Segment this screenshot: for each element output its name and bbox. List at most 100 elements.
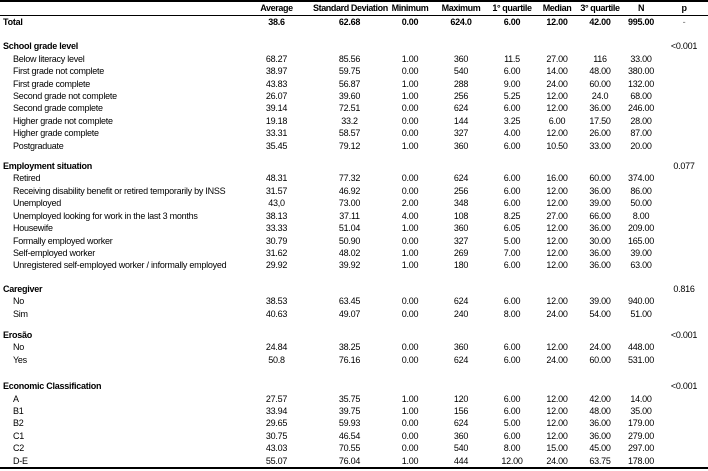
cell-average: 33.94	[265, 405, 288, 416]
column-header-p: p	[681, 3, 687, 13]
cell-p-value	[660, 455, 708, 468]
column-header-minimum: Minimum	[391, 3, 429, 13]
row-label: Receiving disability benefit or retired …	[13, 185, 226, 196]
cell-maximum: 360	[453, 223, 469, 234]
cell-n	[622, 283, 660, 295]
cell-average	[240, 380, 313, 392]
cell-n: 50.00	[630, 198, 652, 209]
spacer-cell	[0, 366, 708, 380]
column-header-third-quartile: 3° quartile	[580, 3, 620, 13]
cell-n: 995.00	[627, 17, 655, 27]
cell-p-value	[660, 53, 708, 65]
cell-maximum: 624.0	[450, 17, 472, 27]
cell-third-quartile: 36.00	[589, 418, 611, 429]
data-row: C2 43.03 70.55 0.00 540 8.00 15.00 45.00 297.00	[0, 442, 708, 454]
cell-minimum: 1.00	[401, 91, 419, 102]
cell-minimum: 0.00	[401, 430, 419, 441]
cell-median: 24.00	[546, 308, 568, 319]
table-body: Total 38.6 62.68 0.00 624.0 6.00 12.00 42.00 995…	[0, 16, 708, 469]
cell-n	[622, 329, 660, 341]
cell-first-quartile: 9.00	[503, 78, 521, 89]
cell-maximum: 269	[453, 247, 469, 258]
cell-third-quartile: 17.50	[589, 115, 611, 126]
cell-std-deviation: 56.87	[338, 78, 361, 89]
cell-n: 297.00	[627, 443, 655, 454]
cell-first-quartile: 6.00	[503, 430, 521, 441]
cell-median: 12.00	[546, 91, 568, 102]
cell-third-quartile: 36.00	[589, 430, 611, 441]
cell-average: 38.53	[265, 296, 288, 307]
data-row: No 24.84 38.25 0.00 360 6.00 12.00 24.00 448.00	[0, 341, 708, 353]
cell-maximum: 624	[453, 296, 469, 307]
cell-p-value: <0.001	[670, 381, 698, 392]
cell-first-quartile: 6.00	[503, 260, 521, 271]
cell-third-quartile: 42.00	[589, 393, 611, 404]
spacer-cell	[0, 152, 708, 160]
cell-n	[622, 160, 660, 172]
row-label: C2	[13, 443, 25, 454]
cell-first-quartile	[488, 283, 536, 295]
cell-n	[622, 40, 660, 52]
cell-third-quartile: 45.00	[589, 443, 611, 454]
data-row: Self-employed worker 31.62 48.02 1.00 269 7.0…	[0, 247, 708, 259]
row-label: First grade complete	[13, 78, 91, 89]
row-label: Higher grade not complete	[13, 115, 113, 126]
cell-maximum: 624	[453, 354, 469, 365]
cell-p-value	[660, 140, 708, 152]
cell-minimum	[386, 380, 434, 392]
cell-p-value	[660, 222, 708, 234]
row-label: Housewife	[13, 223, 53, 234]
cell-minimum: 1.00	[401, 140, 419, 151]
cell-third-quartile: 36.00	[589, 185, 611, 196]
cell-first-quartile: 6.00	[503, 103, 521, 114]
column-header-average: Average	[260, 3, 293, 13]
spacer-row	[0, 366, 708, 380]
cell-p-value	[660, 102, 708, 114]
cell-third-quartile	[578, 380, 622, 392]
cell-median	[536, 283, 578, 295]
cell-std-deviation: 48.02	[338, 247, 361, 258]
cell-average: 43.83	[265, 78, 288, 89]
cell-average: 33.31	[265, 128, 288, 139]
cell-third-quartile: 48.00	[589, 66, 611, 77]
cell-average: 38.6	[268, 17, 285, 27]
cell-first-quartile	[488, 160, 536, 172]
cell-first-quartile	[488, 329, 536, 341]
cell-maximum: 360	[453, 430, 469, 441]
cell-std-deviation: 39.75	[338, 405, 361, 416]
cell-n: 178.00	[627, 455, 655, 466]
cell-minimum: 0.00	[401, 17, 419, 27]
cell-third-quartile: 30.00	[589, 235, 611, 246]
cell-n: 35.00	[630, 405, 652, 416]
cell-std-deviation: 37.11	[339, 210, 360, 221]
cell-average: 68.27	[265, 53, 288, 64]
cell-first-quartile: 5.00	[503, 235, 521, 246]
row-label: First grade not complete	[13, 66, 105, 77]
cell-third-quartile	[578, 329, 622, 341]
row-label: Second grade not complete	[13, 91, 117, 102]
cell-minimum: 0.00	[401, 418, 419, 429]
cell-third-quartile: 24.0	[591, 91, 609, 102]
cell-minimum: 0.00	[401, 128, 419, 139]
cell-first-quartile: 6.00	[503, 185, 521, 196]
cell-p-value	[660, 295, 708, 307]
cell-average: 50.8	[268, 354, 285, 365]
cell-median: 15.00	[546, 443, 568, 454]
cell-first-quartile: 5.25	[503, 91, 521, 102]
cell-first-quartile: 11.5	[504, 53, 520, 64]
cell-third-quartile: 54.00	[589, 308, 611, 319]
row-label: B2	[13, 418, 24, 429]
cell-first-quartile	[488, 40, 536, 52]
cell-median	[536, 329, 578, 341]
cell-first-quartile: 6.00	[503, 66, 521, 77]
cell-third-quartile	[578, 40, 622, 52]
cell-std-deviation: 73.00	[338, 198, 361, 209]
cell-n: 246.00	[627, 103, 655, 114]
cell-p-value	[660, 210, 708, 222]
cell-n: 33.00	[630, 53, 652, 64]
data-row: First grade complete 43.83 56.87 1.00 288 9.0…	[0, 78, 708, 90]
row-label: C1	[13, 430, 25, 441]
cell-p-value	[660, 78, 708, 90]
cell-n: 87.00	[630, 128, 652, 139]
column-header-median: Median	[542, 3, 572, 13]
